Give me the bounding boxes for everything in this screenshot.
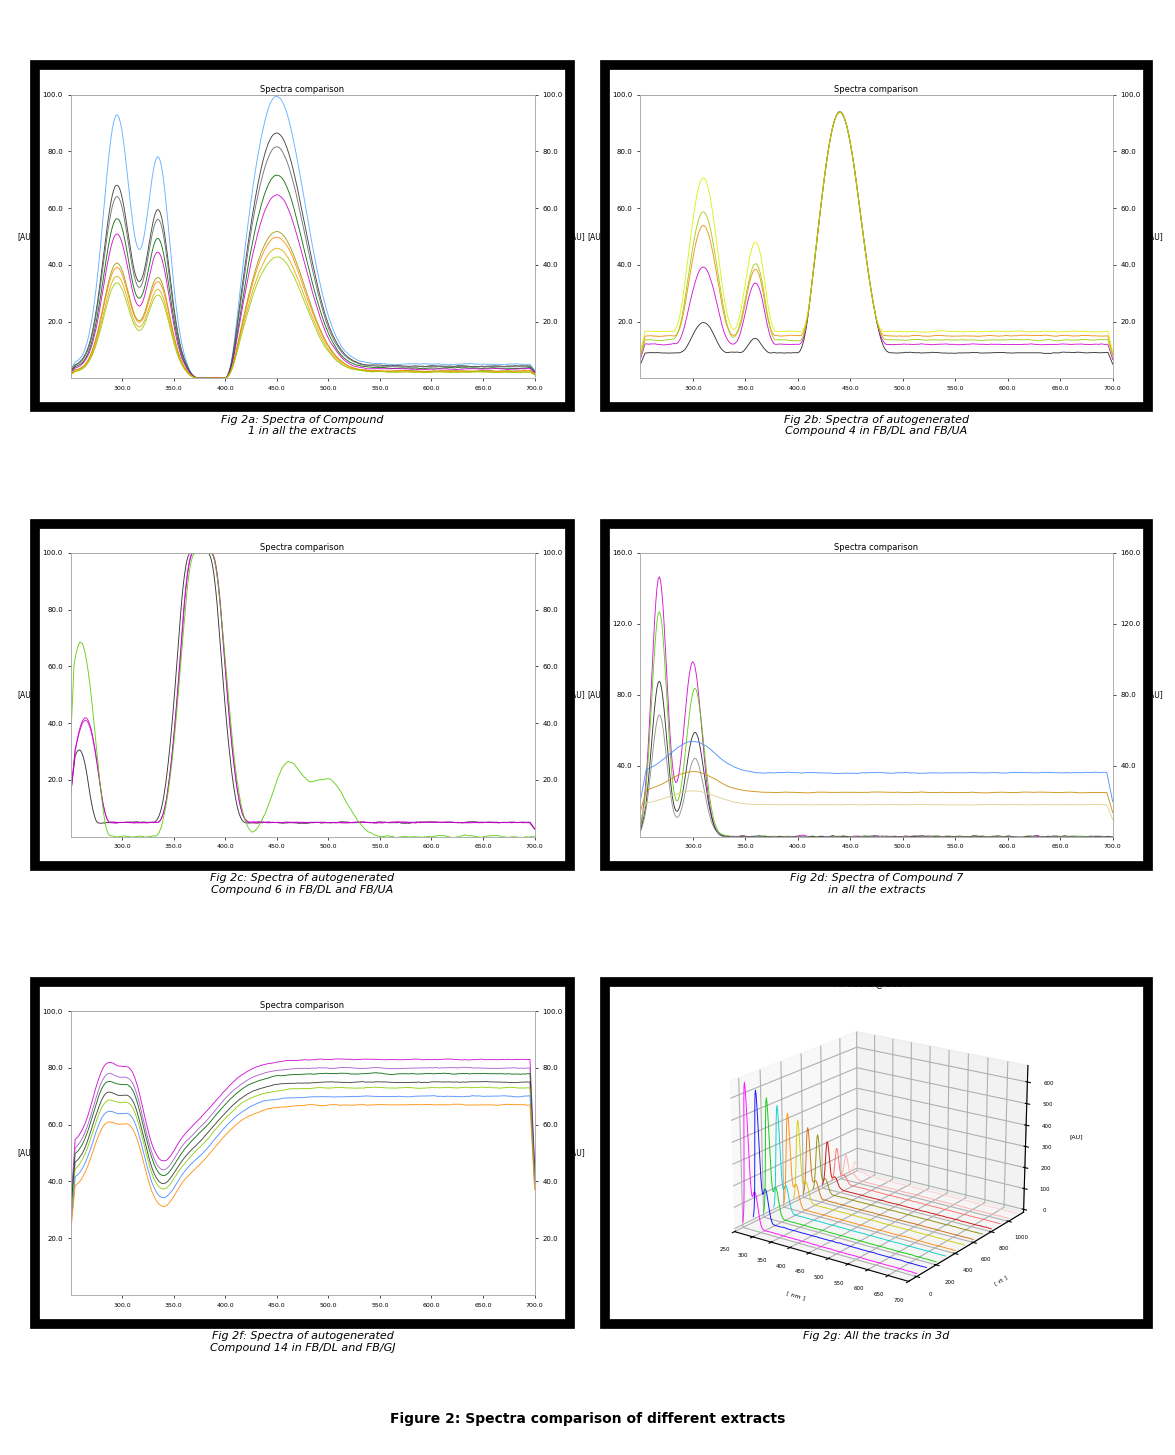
Title: Spectra comparison: Spectra comparison — [261, 84, 344, 93]
Y-axis label: [AU]: [AU] — [18, 1148, 34, 1158]
Text: Fig 2g: All the tracks in 3d: Fig 2g: All the tracks in 3d — [804, 1331, 949, 1342]
Y-axis label: [AU]: [AU] — [568, 231, 585, 242]
Text: Fig 2b: Spectra of autogenerated
Compound 4 in FB/DL and FB/UA: Fig 2b: Spectra of autogenerated Compoun… — [784, 415, 969, 436]
Title: Spectra comparison: Spectra comparison — [261, 1001, 344, 1010]
Y-axis label: [AU]: [AU] — [1146, 231, 1163, 242]
Text: Figure 2: Spectra comparison of different extracts: Figure 2: Spectra comparison of differen… — [390, 1411, 785, 1426]
Y-axis label: [AU]: [AU] — [18, 231, 34, 242]
Y-axis label: [AU]: [AU] — [18, 690, 34, 700]
Y-axis label: [AU]: [AU] — [568, 1148, 585, 1158]
Text: Fig 2c: Spectra of autogenerated
Compound 6 in FB/DL and FB/UA: Fig 2c: Spectra of autogenerated Compoun… — [210, 873, 395, 895]
Text: Fig 2d: Spectra of Compound 7
in all the extracts: Fig 2d: Spectra of Compound 7 in all the… — [790, 873, 963, 895]
Title: Spectra comparison: Spectra comparison — [834, 84, 919, 93]
Text: Fig 2a: Spectra of Compound
1 in all the extracts: Fig 2a: Spectra of Compound 1 in all the… — [221, 415, 384, 436]
Title: Spectra comparison: Spectra comparison — [261, 543, 344, 551]
Y-axis label: [ rt ]: [ rt ] — [994, 1275, 1008, 1286]
X-axis label: [ nm ]: [ nm ] — [786, 1291, 805, 1301]
Y-axis label: [AU]: [AU] — [588, 690, 604, 700]
Title: All tracks @ 265 nm: All tracks @ 265 nm — [834, 979, 919, 988]
Text: Fig 2f: Spectra of autogenerated
Compound 14 in FB/DL and FB/GJ: Fig 2f: Spectra of autogenerated Compoun… — [210, 1331, 395, 1353]
Y-axis label: [AU]: [AU] — [588, 231, 604, 242]
Y-axis label: [AU]: [AU] — [568, 690, 585, 700]
Title: Spectra comparison: Spectra comparison — [834, 543, 919, 551]
Y-axis label: [AU]: [AU] — [1146, 690, 1163, 700]
